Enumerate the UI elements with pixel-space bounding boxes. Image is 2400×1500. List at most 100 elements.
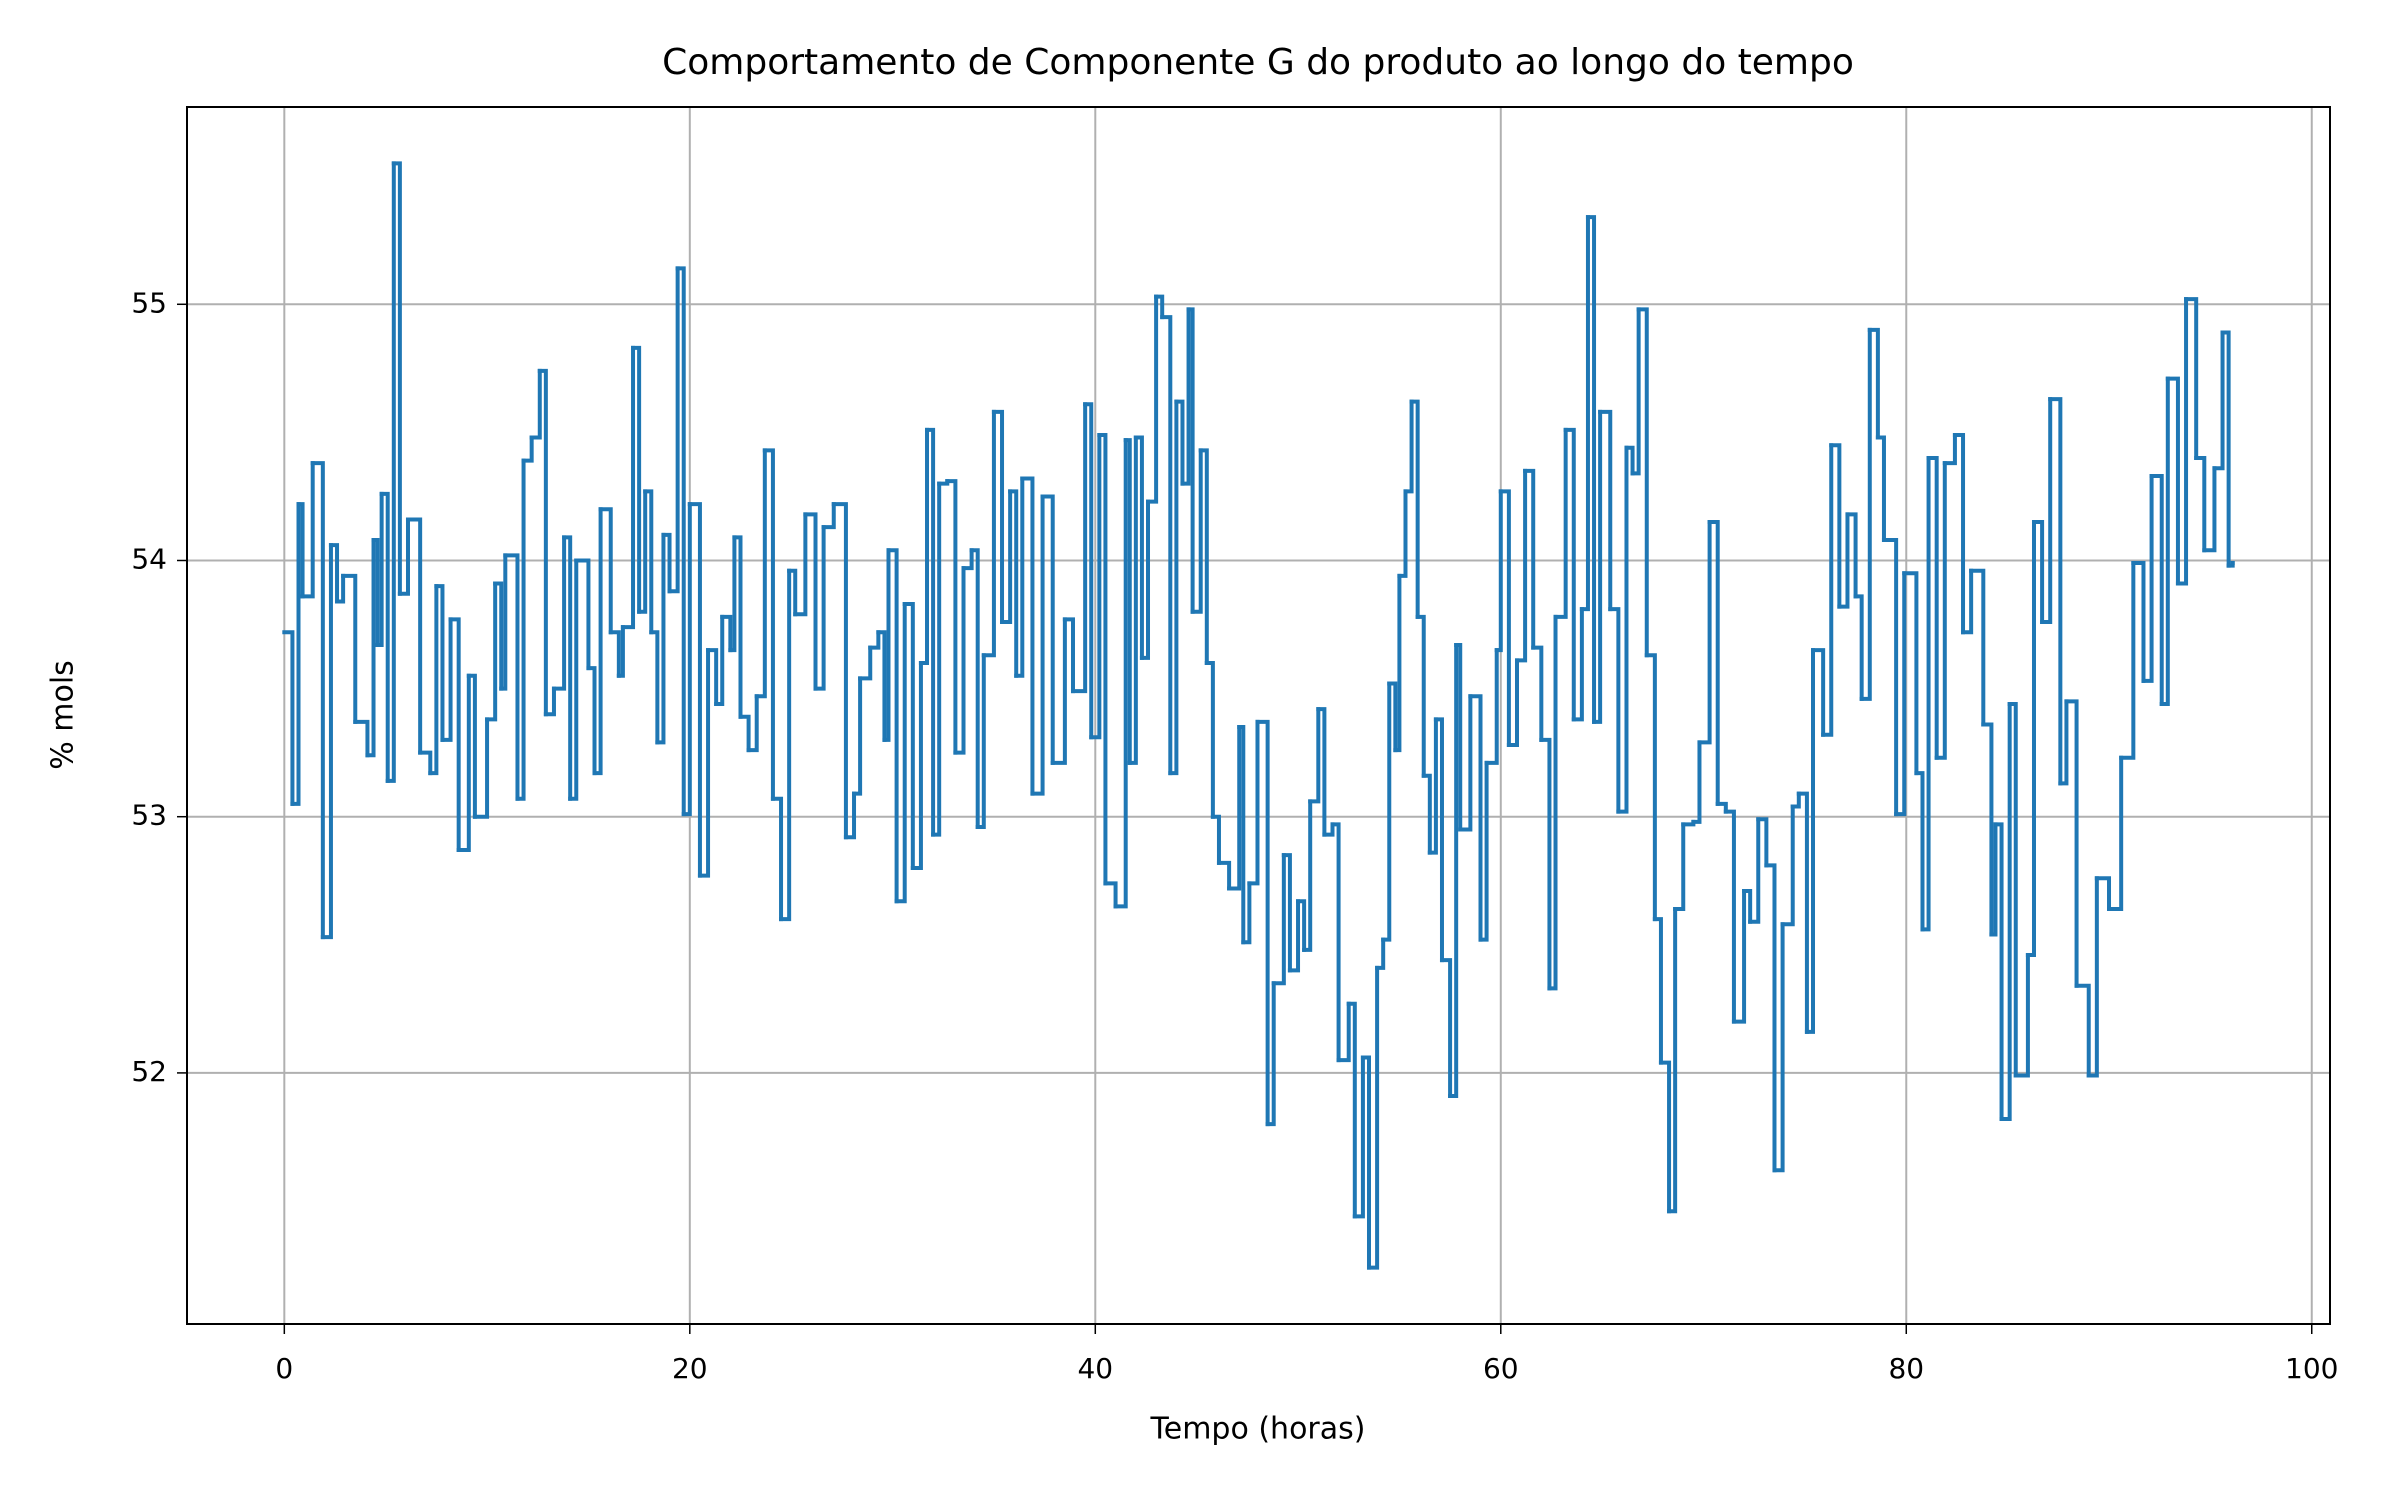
line-segment xyxy=(2107,755,2124,911)
line-segment xyxy=(353,719,370,758)
line-segment xyxy=(1914,771,1925,932)
x-axis-label: Tempo (horas) xyxy=(1150,1412,1366,1447)
line-segment xyxy=(1969,568,1986,727)
line-segment xyxy=(1210,814,1221,865)
line-segment xyxy=(341,573,358,724)
line-segment xyxy=(1468,694,1483,942)
line-segment xyxy=(1652,917,1663,1065)
line-segment xyxy=(1494,489,1503,653)
line-segment xyxy=(418,750,433,776)
line-segment xyxy=(1845,512,1858,599)
line-segment xyxy=(981,409,996,658)
line-segment xyxy=(310,461,325,940)
line-segment xyxy=(320,543,333,940)
line-segment xyxy=(328,543,340,604)
line-segment xyxy=(1198,448,1209,665)
line-segment xyxy=(1393,573,1402,753)
line-segment xyxy=(1837,512,1850,609)
line-segment xyxy=(728,535,737,653)
line-segment xyxy=(499,553,508,691)
line-segment xyxy=(1360,1055,1371,1270)
line-segment xyxy=(586,666,597,776)
line-segment xyxy=(961,548,974,571)
line-segment xyxy=(2175,297,2189,586)
chart-title: Comportamento de Componente G do produto… xyxy=(662,42,1854,83)
line-segment xyxy=(1715,801,1728,814)
line-segment xyxy=(365,537,376,758)
line-segment xyxy=(1867,327,1880,440)
x-tick-label: 100 xyxy=(2285,1352,2338,1385)
line-segment xyxy=(1123,438,1132,765)
y-tick-label: 55 xyxy=(131,286,167,319)
line-segment xyxy=(1421,773,1432,855)
line-segment xyxy=(1375,937,1386,970)
line-segment xyxy=(1592,409,1603,724)
line-segment xyxy=(991,409,1005,624)
line-segment xyxy=(1691,740,1702,824)
line-segment xyxy=(1336,1001,1351,1063)
y-tick-label: 53 xyxy=(131,799,167,832)
line-segment xyxy=(1942,432,1957,466)
line-segment xyxy=(1271,853,1286,986)
line-segment xyxy=(858,645,873,681)
line-segment xyxy=(2165,376,2180,586)
line-segment xyxy=(1287,899,1301,973)
line-segment xyxy=(2184,297,2199,461)
line-segment xyxy=(1381,681,1392,942)
line-segment xyxy=(953,566,966,755)
line-segment xyxy=(2086,876,2099,1078)
line-segment xyxy=(1000,489,1013,624)
line-segment xyxy=(803,512,818,691)
line-segment xyxy=(1216,860,1232,891)
line-segment xyxy=(2159,376,2170,706)
line-segment xyxy=(793,512,808,617)
line-segment xyxy=(1811,648,1826,737)
line-segment xyxy=(1180,307,1191,486)
line-segment xyxy=(1484,648,1499,765)
line-segment xyxy=(787,568,798,617)
line-segment xyxy=(1742,889,1753,924)
x-tick-label: 20 xyxy=(672,1352,708,1385)
x-tick-label: 0 xyxy=(275,1352,293,1385)
line-segment xyxy=(843,791,857,840)
line-segment xyxy=(1448,643,1459,1098)
line-segment xyxy=(551,535,567,691)
line-segment xyxy=(1160,315,1173,776)
line-segment xyxy=(448,617,461,853)
line-segment xyxy=(2094,876,2112,911)
line-segment xyxy=(720,614,733,653)
line-segment xyxy=(1952,432,1966,635)
line-segment xyxy=(1296,899,1307,952)
line-segment xyxy=(1265,981,1276,1127)
line-segment xyxy=(472,717,490,819)
line-segment xyxy=(391,161,402,596)
line-segment xyxy=(1316,707,1327,837)
line-segment xyxy=(1186,307,1195,614)
line-segment xyxy=(1387,681,1398,753)
line-segment xyxy=(568,558,579,801)
line-segment xyxy=(385,161,396,783)
line-segment xyxy=(296,502,305,599)
plot-frame xyxy=(186,106,2331,1325)
line-segment xyxy=(1190,448,1203,614)
line-segment xyxy=(1346,1001,1357,1219)
line-segment xyxy=(1014,476,1025,678)
line-segment xyxy=(1308,707,1321,804)
line-segment xyxy=(379,491,390,783)
line-segment xyxy=(754,448,767,699)
line-segment xyxy=(1008,489,1019,678)
line-segment xyxy=(886,548,899,904)
line-segment xyxy=(1515,468,1528,663)
line-segment xyxy=(1403,399,1414,494)
line-segment xyxy=(637,489,648,614)
line-segment xyxy=(335,573,346,604)
line-segment xyxy=(1644,653,1657,922)
line-segment xyxy=(1894,571,1907,817)
line-segment xyxy=(1154,294,1165,320)
line-segment xyxy=(813,525,826,691)
line-segment xyxy=(1050,617,1067,765)
y-axis-label: % mols xyxy=(46,660,81,770)
line-segment xyxy=(1478,760,1489,942)
line-segment xyxy=(616,625,625,678)
line-segment xyxy=(649,630,660,745)
